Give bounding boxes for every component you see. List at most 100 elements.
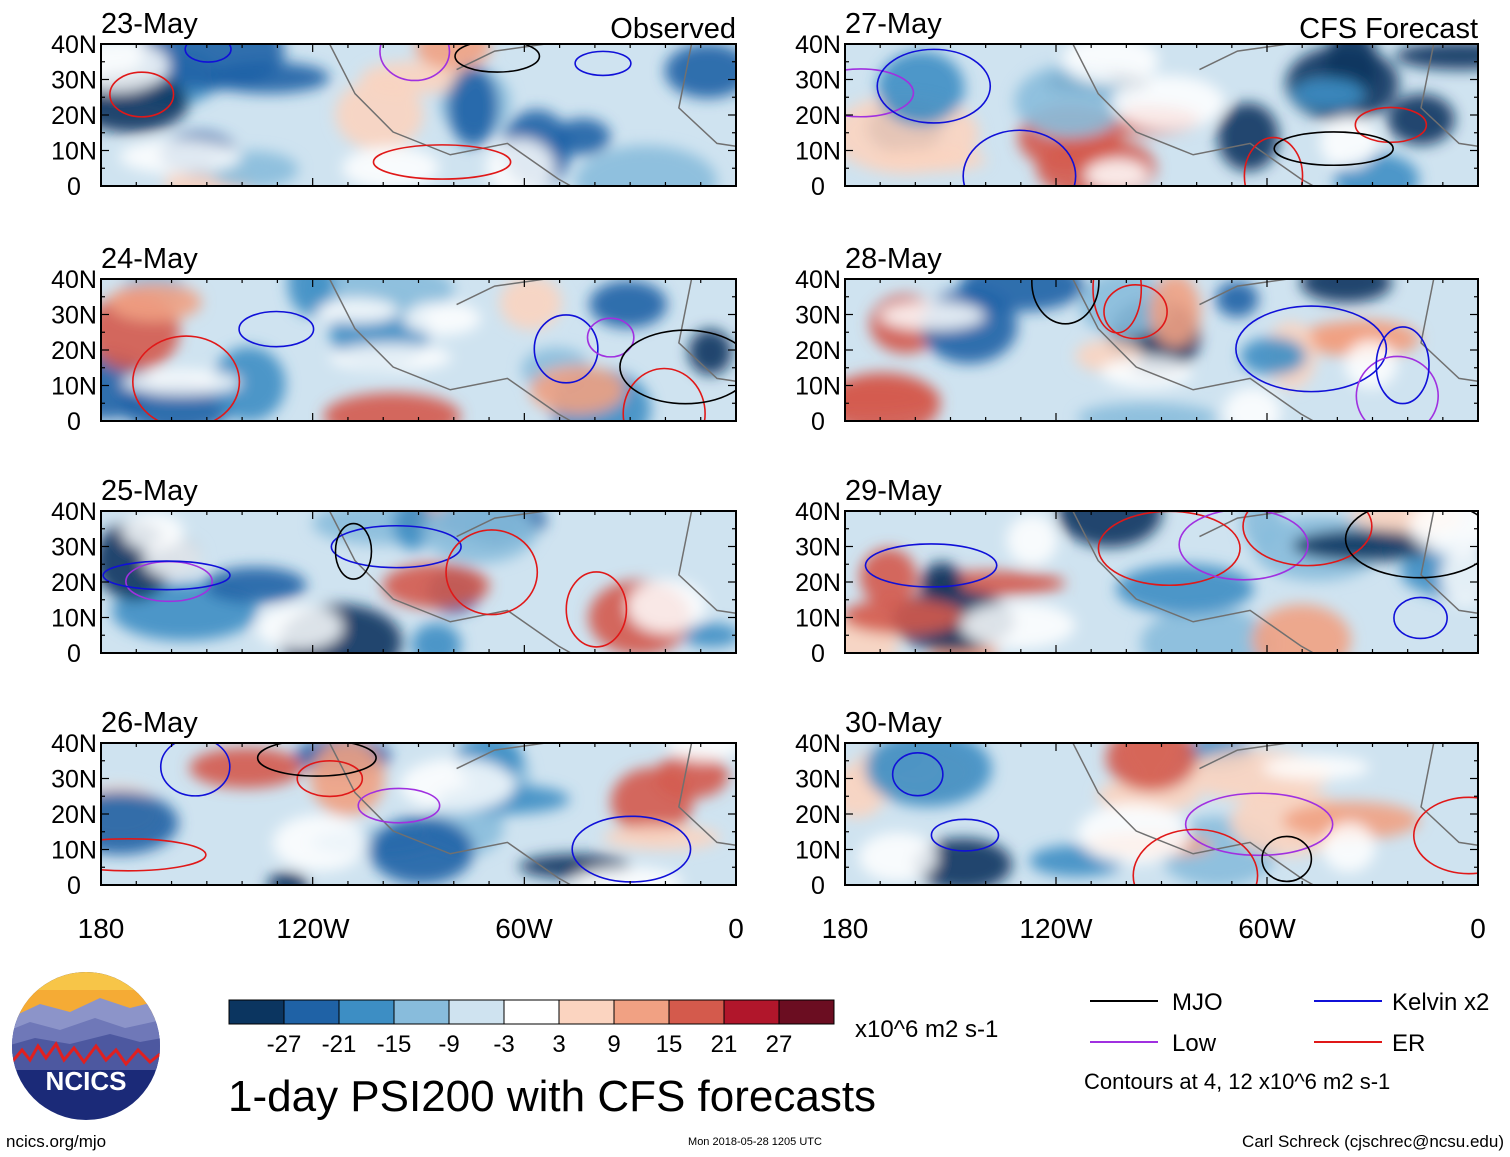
colorbar-tick-label: -21 xyxy=(322,1031,357,1058)
neutral-blob xyxy=(1322,822,1376,873)
neutral-blob xyxy=(119,139,242,174)
neutral-blob xyxy=(1344,340,1398,389)
anomaly-blob xyxy=(1300,279,1392,303)
anomaly-blob xyxy=(203,567,307,604)
anomaly-blob xyxy=(1252,604,1352,653)
y-tick-label: 10N xyxy=(51,373,97,401)
y-tick-label: 20N xyxy=(51,801,97,829)
anomaly-contour xyxy=(571,815,692,883)
anomaly-blob xyxy=(1116,563,1254,614)
x-tick-60w-right: 60W xyxy=(1238,913,1296,944)
legend-label-kelvin: Kelvin x2 xyxy=(1392,989,1489,1016)
colorbar-tick-label: -15 xyxy=(377,1031,412,1058)
units-label: x10^6 m2 s-1 xyxy=(855,1016,998,1043)
footer-author: Carl Schreck (cjschrec@ncsu.edu) xyxy=(1242,1132,1504,1151)
neutral-blob xyxy=(879,301,985,331)
anomaly-blob xyxy=(845,598,964,635)
anomaly-contour xyxy=(379,44,451,82)
anomaly-blob xyxy=(688,329,733,375)
psi-field xyxy=(845,44,1478,186)
anomaly-blob xyxy=(1140,606,1274,653)
anomaly-contour xyxy=(1242,511,1373,567)
neutral-blob xyxy=(627,579,706,634)
anomaly-contour xyxy=(1184,792,1334,857)
colorbar-swatch xyxy=(393,999,450,1025)
anomaly-blob xyxy=(448,66,498,147)
anomaly-blob xyxy=(664,44,736,99)
anomaly-contour xyxy=(159,743,231,797)
neutral-blob xyxy=(272,814,368,872)
colorbar-swatch xyxy=(723,999,780,1025)
anomaly-contour xyxy=(586,317,635,358)
colorbar-swatch xyxy=(503,999,560,1025)
colorbar-swatch xyxy=(448,999,505,1025)
anomaly-blob xyxy=(877,50,965,126)
anomaly-blob xyxy=(108,283,202,322)
colorbar-tick-label: 27 xyxy=(766,1031,793,1058)
neutral-blob xyxy=(666,743,736,762)
anomaly-contour xyxy=(238,310,315,348)
anomaly-blob xyxy=(1240,337,1307,376)
y-tick-label: 10N xyxy=(795,138,841,166)
panel-date-label: 28-May xyxy=(845,243,942,275)
x-tick-0-left: 0 xyxy=(728,913,744,944)
y-tick-label: 30N xyxy=(795,766,841,794)
anomaly-contour xyxy=(533,314,599,384)
legend-label-er: ER xyxy=(1392,1030,1425,1057)
y-tick-label: 0 xyxy=(67,640,81,668)
anomaly-contour xyxy=(372,144,512,180)
neutral-blob xyxy=(255,604,343,650)
anomaly-contour xyxy=(622,367,706,421)
neutral-blob xyxy=(122,369,241,396)
anomaly-contour xyxy=(1261,835,1313,883)
main-title: 1-day PSI200 with CFS forecasts xyxy=(228,1072,876,1121)
colorbar-tick-label: 9 xyxy=(607,1031,620,1058)
anomaly-blob xyxy=(845,372,941,421)
y-tick-label: 30N xyxy=(51,534,97,562)
anomaly-blob xyxy=(411,623,462,653)
anomaly-blob xyxy=(1105,743,1198,792)
anomaly-contour xyxy=(845,68,915,118)
y-tick-label: 0 xyxy=(67,173,81,201)
anomaly-contour xyxy=(1354,106,1428,144)
anomaly-blob xyxy=(369,817,474,885)
coastline xyxy=(328,279,736,421)
anomaly-blob xyxy=(382,563,490,609)
neutral-blob xyxy=(1101,356,1193,388)
y-tick-label: 0 xyxy=(811,173,825,201)
coastline xyxy=(1072,44,1478,186)
anomaly-contour xyxy=(256,743,377,777)
x-tick-120w-left: 120W xyxy=(276,913,350,944)
anomaly-blob xyxy=(914,838,1013,885)
y-tick-label: 20N xyxy=(51,569,97,597)
anomaly-contour xyxy=(357,787,441,824)
neutral-blob xyxy=(1319,115,1378,169)
psi-field xyxy=(101,511,736,653)
y-tick-label: 30N xyxy=(51,302,97,330)
anomaly-blob xyxy=(499,279,562,330)
psi-field xyxy=(845,279,1478,421)
anomaly-blob xyxy=(1215,281,1259,318)
neutral-blob xyxy=(1085,159,1149,186)
logo-text: NCICS xyxy=(46,1066,127,1096)
anomaly-contour xyxy=(132,335,241,421)
forecast-header: CFS Forecast xyxy=(1299,13,1478,45)
anomaly-blob xyxy=(421,511,537,564)
y-tick-label: 10N xyxy=(51,605,97,633)
colorbar-tick-label: 21 xyxy=(711,1031,738,1058)
x-tick-60w-left: 60W xyxy=(495,913,553,944)
colorbar-swatch xyxy=(778,999,835,1025)
anomaly-contour xyxy=(1375,326,1430,405)
psi-field xyxy=(845,743,1478,885)
anomaly-contour xyxy=(930,818,1000,852)
neutral-blob xyxy=(1262,755,1370,780)
anomaly-contour xyxy=(619,329,736,405)
psi-field xyxy=(101,743,736,885)
anomaly-blob xyxy=(1057,511,1162,548)
anomaly-contour xyxy=(574,50,632,77)
y-tick-label: 30N xyxy=(795,67,841,95)
anomaly-contour xyxy=(1031,279,1100,325)
